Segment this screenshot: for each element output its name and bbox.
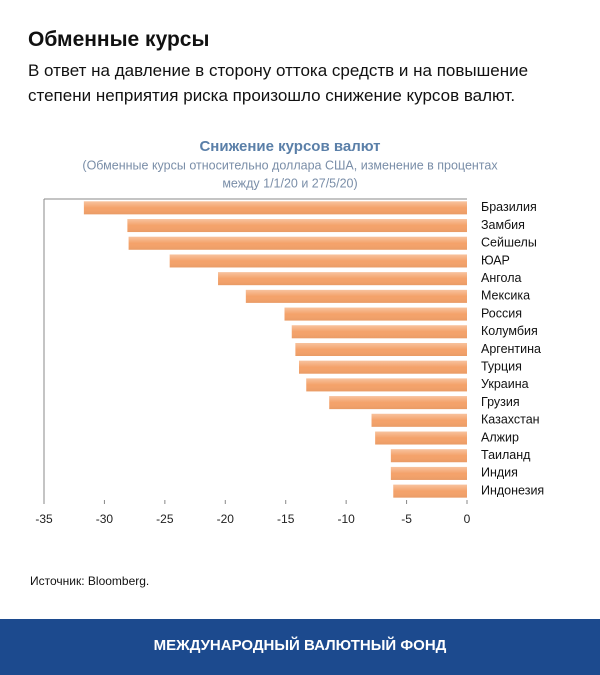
category-label: Ангола: [481, 271, 521, 285]
bar: [299, 360, 467, 374]
x-tick-label: 0: [464, 512, 471, 526]
category-label: Бразилия: [481, 200, 537, 214]
category-label: Мексика: [481, 289, 530, 303]
bar: [390, 466, 467, 480]
bar: [306, 378, 467, 392]
category-label: Индонезия: [481, 483, 544, 497]
bar: [83, 201, 467, 215]
x-tick-label: -15: [277, 512, 295, 526]
bar: [127, 219, 468, 233]
category-label: Замбия: [481, 218, 525, 232]
category-label: Сейшелы: [481, 236, 537, 250]
bar: [291, 325, 467, 339]
category-label: Грузия: [481, 395, 520, 409]
x-tick-label: -5: [401, 512, 412, 526]
chart-title: Снижение курсов валют: [199, 138, 380, 155]
category-label: ЮАР: [481, 253, 510, 267]
bar: [393, 484, 467, 498]
bar: [284, 307, 467, 321]
x-tick-label: -30: [96, 512, 114, 526]
header-title: Обменные курсы: [28, 28, 210, 51]
chart-subtitle: между 1/1/20 и 27/5/20): [222, 176, 357, 190]
x-tick-label: -10: [337, 512, 355, 526]
x-tick-label: -20: [217, 512, 235, 526]
x-tick-label: -35: [35, 512, 53, 526]
bar: [218, 272, 467, 286]
bar: [375, 431, 467, 445]
category-label: Колумбия: [481, 324, 538, 338]
header: Обменные курсы В ответ на давление в сто…: [28, 28, 568, 108]
category-label: Украина: [481, 377, 529, 391]
bar: [371, 413, 467, 427]
bar: [390, 449, 467, 463]
bar: [245, 289, 467, 303]
category-label: Россия: [481, 306, 522, 320]
header-subtitle: В ответ на давление в сторону оттока сре…: [28, 61, 529, 105]
category-label: Алжир: [481, 430, 519, 444]
x-tick-label: -25: [156, 512, 174, 526]
category-label: Турция: [481, 360, 522, 374]
source: Источник: Bloomberg.: [30, 574, 149, 588]
bar: [295, 343, 467, 356]
bar: [329, 396, 467, 410]
category-label: Казахстан: [481, 413, 540, 427]
footer-band: [0, 619, 600, 675]
category-label: Таиланд: [481, 448, 531, 462]
bar: [169, 254, 468, 268]
category-label: Аргентина: [481, 342, 541, 356]
category-label: Индия: [481, 466, 518, 480]
bar: [128, 236, 467, 250]
chart-subtitle: (Обменные курсы относительно доллара США…: [82, 158, 498, 172]
footer-text: МЕЖДУНАРОДНЫЙ ВАЛЮТНЫЙ ФОНД: [154, 636, 447, 654]
